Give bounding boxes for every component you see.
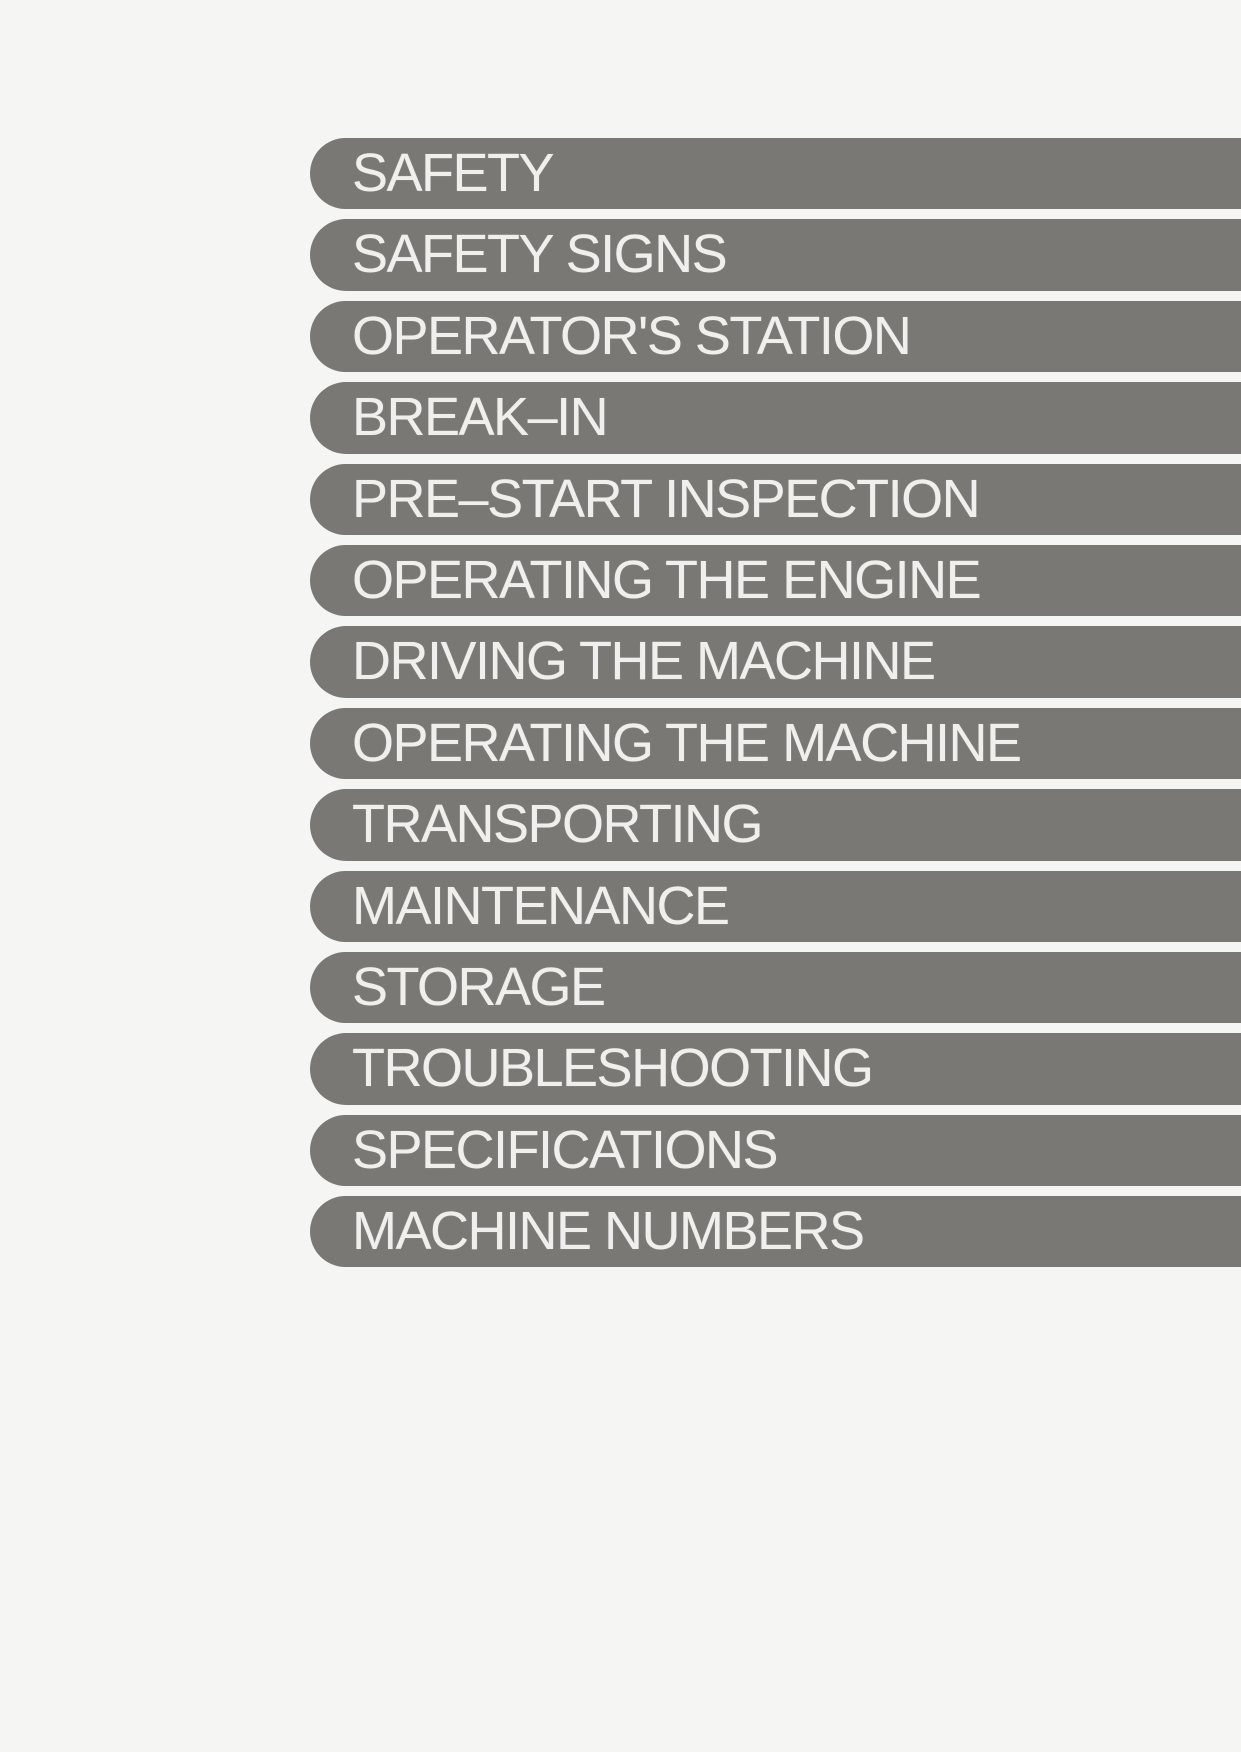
tab-safety-signs[interactable]: SAFETY SIGNS	[310, 219, 1241, 290]
tab-safety[interactable]: SAFETY	[310, 138, 1241, 209]
tabs-container: SAFETY SAFETY SIGNS OPERATOR'S STATION B…	[310, 138, 1241, 1267]
tab-troubleshooting[interactable]: TROUBLESHOOTING	[310, 1033, 1241, 1104]
tab-operating-engine[interactable]: OPERATING THE ENGINE	[310, 545, 1241, 616]
tab-machine-numbers[interactable]: MACHINE NUMBERS	[310, 1196, 1241, 1267]
tab-specifications[interactable]: SPECIFICATIONS	[310, 1115, 1241, 1186]
tab-transporting[interactable]: TRANSPORTING	[310, 789, 1241, 860]
tab-storage[interactable]: STORAGE	[310, 952, 1241, 1023]
tab-driving-machine[interactable]: DRIVING THE MACHINE	[310, 626, 1241, 697]
tab-break-in[interactable]: BREAK–IN	[310, 382, 1241, 453]
tab-maintenance[interactable]: MAINTENANCE	[310, 871, 1241, 942]
tab-operators-station[interactable]: OPERATOR'S STATION	[310, 301, 1241, 372]
tab-pre-start-inspection[interactable]: PRE–START INSPECTION	[310, 464, 1241, 535]
tab-operating-machine[interactable]: OPERATING THE MACHINE	[310, 708, 1241, 779]
